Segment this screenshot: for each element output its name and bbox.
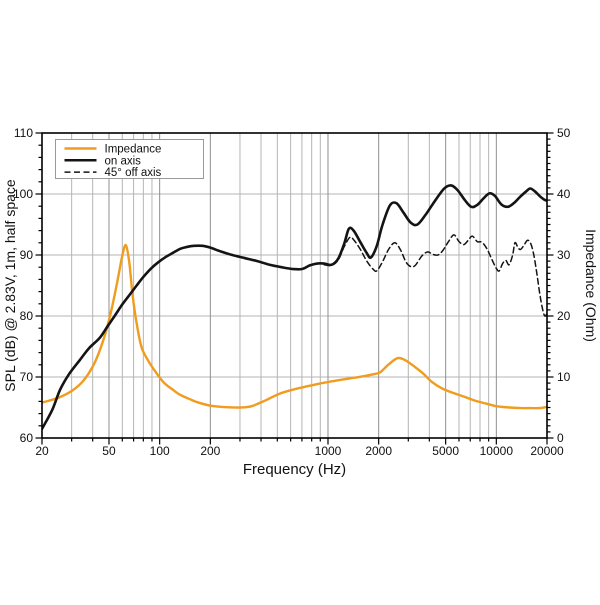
y-left-axis-title: SPL (dB) @ 2.83V, 1m, half space <box>2 179 18 392</box>
x-tick-label: 20000 <box>530 444 564 458</box>
y-right-tick-label: 10 <box>557 370 571 384</box>
y-left-tick-label: 80 <box>20 309 34 323</box>
y-left-tick-label: 60 <box>20 431 34 445</box>
y-right-tick-label: 0 <box>557 431 564 445</box>
legend-item-on-axis: on axis <box>64 155 142 167</box>
legend-item-impedance: Impedance <box>64 144 162 156</box>
tick-labels: 20 50 100 200 1000 2000 5000 10000 2000060708090… <box>13 126 571 458</box>
y-right-axis-title: Impedance (Ohm) <box>583 229 599 342</box>
x-tick-label: 2000 <box>365 444 392 458</box>
y-left-tick-label: 90 <box>20 248 34 262</box>
y-left-tick-label: 100 <box>13 187 33 201</box>
legend-label: Impedance <box>105 144 162 156</box>
x-axis-title: Frequency (Hz) <box>243 461 346 478</box>
series-curves <box>42 184 547 431</box>
gridlines <box>42 133 547 438</box>
x-tick-label: 100 <box>150 444 170 458</box>
y-right-tick-label: 30 <box>557 248 571 262</box>
legend-label: on axis <box>105 155 142 167</box>
x-tick-label: 200 <box>200 444 220 458</box>
x-tick-label: 10000 <box>480 444 514 458</box>
curve-45-off-axis <box>323 234 547 317</box>
y-right-tick-label: 40 <box>557 187 571 201</box>
x-tick-label: 1000 <box>315 444 342 458</box>
legend-box <box>55 139 204 179</box>
y-right-tick-label: 20 <box>557 309 571 323</box>
y-right-tick-label: 50 <box>557 126 571 140</box>
x-tick-label: 20 <box>35 444 49 458</box>
y-left-tick-label: 110 <box>14 126 33 140</box>
legend-item-45-off-axis: 45° off axis <box>64 167 162 179</box>
x-tick-label: 5000 <box>432 444 459 458</box>
x-tick-label: 50 <box>102 444 116 458</box>
curve-impedance <box>42 243 547 410</box>
axis-ticks <box>35 132 554 445</box>
legend-label: 45° off axis <box>105 167 162 179</box>
y-left-tick-label: 70 <box>20 370 34 384</box>
curve-on-axis <box>42 184 547 431</box>
